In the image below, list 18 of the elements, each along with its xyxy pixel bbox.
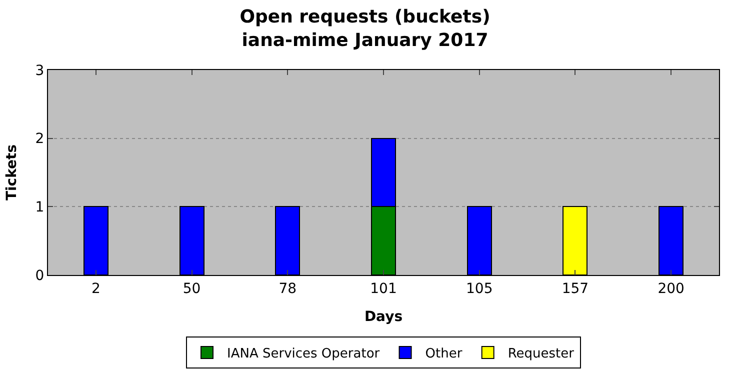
x-tick-label: 105 xyxy=(466,280,493,297)
y-tick-label: 3 xyxy=(35,62,44,79)
y-axis-title: Tickets xyxy=(4,144,20,201)
x-tick-label: 50 xyxy=(182,280,201,297)
x-axis-title: Days xyxy=(364,309,403,326)
legend-label: Other xyxy=(425,346,463,362)
y-tick-label: 2 xyxy=(35,131,44,148)
x-tick-label: 101 xyxy=(370,280,397,297)
legend-label: Requester xyxy=(508,346,575,362)
chart-title: Open requests (buckets) xyxy=(240,6,490,28)
legend-label: IANA Services Operator xyxy=(227,346,380,362)
chart-subtitle: iana-mime January 2017 xyxy=(242,30,488,52)
y-tick-label: 0 xyxy=(35,268,44,284)
x-tick-label: 200 xyxy=(658,280,684,297)
x-tick-label: 157 xyxy=(562,280,589,297)
y-tick-label: 1 xyxy=(35,200,44,216)
x-tick-label: 2 xyxy=(91,280,100,297)
x-tick-label: 78 xyxy=(278,280,297,297)
